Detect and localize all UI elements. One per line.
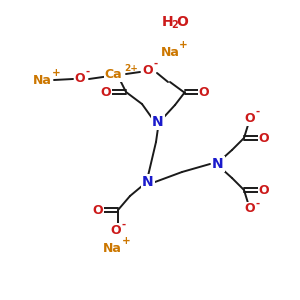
- Text: O: O: [199, 85, 209, 98]
- Text: -: -: [256, 107, 260, 117]
- Text: O: O: [245, 202, 255, 215]
- Text: N: N: [152, 115, 164, 129]
- Text: 2: 2: [172, 20, 178, 30]
- Text: Na: Na: [103, 242, 122, 254]
- Text: N: N: [142, 175, 154, 189]
- Text: Na: Na: [160, 46, 179, 59]
- Text: 2+: 2+: [124, 64, 138, 73]
- Text: O: O: [259, 184, 269, 196]
- Text: O: O: [245, 112, 255, 125]
- Text: -: -: [256, 199, 260, 209]
- Text: +: +: [179, 40, 188, 50]
- Text: O: O: [75, 73, 85, 85]
- Text: H: H: [162, 15, 174, 29]
- Text: O: O: [259, 131, 269, 145]
- Text: O: O: [93, 203, 103, 217]
- Text: Na: Na: [33, 74, 51, 86]
- Text: O: O: [176, 15, 188, 29]
- Text: +: +: [52, 68, 61, 78]
- Text: O: O: [111, 224, 121, 236]
- Text: -: -: [122, 220, 126, 230]
- Text: Ca: Ca: [104, 68, 122, 82]
- Text: O: O: [101, 85, 111, 98]
- Text: +: +: [122, 236, 131, 246]
- Text: O: O: [143, 64, 153, 77]
- Text: -: -: [154, 59, 158, 69]
- Text: -: -: [86, 67, 90, 77]
- Text: N: N: [212, 157, 224, 171]
